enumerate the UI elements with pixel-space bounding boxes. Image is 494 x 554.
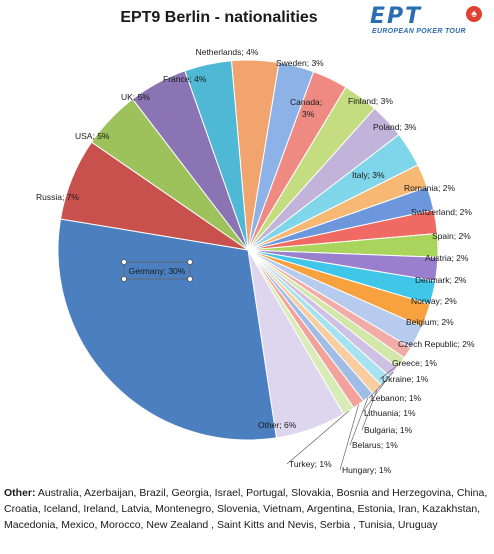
slice-label-other: Other; 6%	[258, 420, 297, 430]
slice-label-usa: USA; 5%	[75, 131, 110, 141]
logo-brand: EPT	[370, 4, 423, 29]
pie-slice-france[interactable]	[184, 60, 249, 251]
leader-lines	[286, 362, 402, 471]
slice-label-lebanon: Lebanon; 1%	[371, 393, 422, 403]
slice-label-turkey: Turkey; 1%	[289, 459, 332, 469]
slice-label-russia: Russia; 7%	[36, 192, 79, 202]
slice-label-finland: Finland; 3%	[348, 96, 393, 106]
slice-label-lithuania: Lithuania; 1%	[364, 408, 416, 418]
slice-label-greece: Greece; 1%	[392, 358, 437, 368]
leader-line-ukraine	[379, 362, 402, 380]
slice-label-bulgaria: Bulgaria; 1%	[364, 425, 413, 435]
slice-label-germany: Germany; 30%	[129, 266, 186, 276]
chart-area: EPT9 Berlin - nationalities EPT ♠ EUROPE…	[36, 4, 490, 475]
slice-label-poland: Poland; 3%	[373, 122, 417, 132]
slice-label-romania: Romania; 2%	[404, 183, 455, 193]
other-countries-note: Other: Australia, Azerbaijan, Brazil, Ge…	[4, 485, 490, 533]
slice-label-hungary: Hungary; 1%	[342, 465, 392, 475]
leader-line-lithuania	[361, 380, 386, 414]
slice-label-spain: Spain; 2%	[432, 231, 471, 241]
spade-icon: ♠	[466, 6, 482, 22]
slice-label-norway: Norway; 2%	[411, 296, 457, 306]
leader-line-lebanon	[368, 371, 394, 399]
other-note-text: Australia, Azerbaijan, Brazil, Georgia, …	[4, 487, 488, 531]
pie-chart: Netherlands; 4% Sweden; 3% Canada; 3% Finlan…	[36, 47, 475, 475]
slice-label-belgium: Belgium; 2%	[406, 317, 454, 327]
slice-label-netherlands: Netherlands; 4%	[196, 47, 259, 57]
other-note-heading: Other:	[4, 487, 36, 499]
slice-label-uk: UK; 5%	[121, 92, 150, 102]
label-selection-box[interactable]	[121, 259, 193, 282]
slice-label-canada: Canada; 3%	[290, 97, 322, 119]
slice-labels: Netherlands; 4% Sweden; 3% Canada; 3% Finlan…	[36, 47, 475, 475]
leader-line-belarus	[349, 397, 369, 446]
leader-line-turkey	[286, 410, 349, 465]
pie-slice-germany[interactable]	[57, 218, 277, 441]
slice-label-ukraine: Ukraine; 1%	[382, 374, 429, 384]
slice-label-czech-republic: Czech Republic; 2%	[398, 339, 475, 349]
slice-label-denmark: Denmark; 2%	[415, 275, 467, 285]
slice-label-switzerland: Switzerland; 2%	[411, 207, 472, 217]
slice-label-austria: Austria; 2%	[425, 253, 469, 263]
leader-line-hungary	[339, 404, 359, 471]
slice-label-belarus: Belarus; 1%	[352, 440, 398, 450]
pie-slices	[57, 59, 439, 441]
ept-logo: EPT ♠ EUROPEAN POKER TOUR	[370, 4, 490, 40]
chart-title: EPT9 Berlin - nationalities	[120, 9, 318, 26]
leader-line-bulgaria	[361, 389, 378, 431]
logo-tagline: EUROPEAN POKER TOUR	[372, 28, 466, 35]
slice-label-sweden: Sweden; 3%	[276, 58, 324, 68]
slice-label-france: France; 4%	[163, 74, 207, 84]
slice-label-italy: Italy; 3%	[352, 170, 385, 180]
